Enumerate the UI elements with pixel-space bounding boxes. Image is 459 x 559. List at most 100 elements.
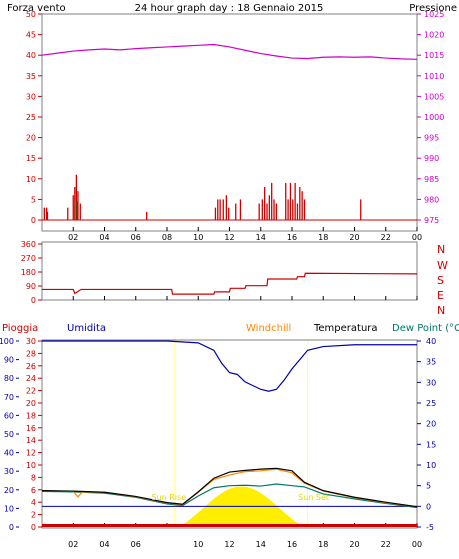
wind-tick-label: 45 (26, 31, 36, 40)
rain-label: Pioggia (2, 323, 38, 334)
compass-label: N (437, 243, 445, 256)
wind-tick-label: 10 (26, 175, 36, 184)
solar-area (42, 341, 417, 527)
pressure-tick-label: 980 (424, 195, 439, 204)
pressure-series (41, 43, 418, 60)
humidity-tick-label: 90 (4, 356, 14, 365)
x-tick-label: 16 (287, 540, 297, 549)
pressure-axis-title: Pressione (409, 3, 457, 14)
rain-tick-label: 8 (31, 473, 36, 482)
wind-tick-label: 0 (31, 216, 36, 225)
compass-label: W (437, 259, 448, 272)
wind-tick-label: 25 (26, 113, 36, 122)
rain-tick-label: 2 (31, 511, 36, 520)
humidity-tick-label: 20 (4, 486, 14, 495)
wind-tick-label: 35 (26, 72, 36, 81)
pressure-tick-label: 1005 (424, 92, 444, 101)
sunset-label: Sun Set (298, 493, 329, 502)
rain-tick-label: 14 (26, 436, 36, 445)
x-tick-label: 22 (381, 540, 391, 549)
x-tick-label: 04 (99, 233, 109, 242)
pressure-tick-label: 985 (424, 175, 439, 184)
x-tick-label: 00 (412, 233, 422, 242)
compass-labels: N W S E N (437, 243, 448, 317)
rain-tick-label: 18 (26, 411, 36, 420)
temp-tick-label: 30 (426, 378, 436, 387)
rain-tick-label: 28 (26, 349, 36, 358)
compass-label: N (437, 304, 445, 317)
x-tick-label: 12 (224, 540, 234, 549)
x-tick-label: 22 (381, 233, 391, 242)
x-tick-label: 20 (349, 233, 359, 242)
rain-tick-label: 26 (26, 362, 36, 371)
x-tick-label: 02 (68, 233, 78, 242)
wind-tick-label: 5 (31, 195, 36, 204)
windchill-label: Windchill (246, 323, 291, 334)
x-tick-label: 14 (256, 540, 266, 549)
pressure-tick-label: 1000 (424, 113, 444, 122)
wind-bars (42, 174, 417, 221)
compass-label: E (437, 289, 444, 302)
humidity-tick-label: 80 (4, 374, 14, 383)
temp-tick-label: 35 (426, 358, 436, 367)
direction-tick-label: 270 (21, 254, 36, 263)
pressure-line (41, 43, 418, 60)
direction-series (42, 272, 418, 295)
wind-tick-label: 20 (26, 134, 36, 143)
rain-tick-label: 0 (31, 523, 36, 532)
x-tick-label: 16 (287, 233, 297, 242)
temp-tick-label: 0 (426, 502, 431, 511)
wind-pressure-panel (41, 13, 418, 232)
humidity-label: Umidita (67, 323, 106, 334)
temp-tick-label: 10 (426, 461, 436, 470)
humidity-tick-label: 30 (4, 467, 14, 476)
pressure-tick-label: 1015 (424, 51, 444, 60)
temp-tick-label: 15 (426, 440, 436, 449)
pressure-tick-label: 995 (424, 134, 439, 143)
rain-baseline (42, 524, 417, 527)
pressure-tick-label: 1025 (424, 10, 444, 19)
direction-tick-label: 0 (31, 296, 36, 305)
rain-tick-label: 30 (26, 337, 36, 346)
x-tick-label: 10 (193, 540, 203, 549)
wind-axis-title: Forza vento (7, 3, 66, 14)
rain-tick-label: 20 (26, 399, 36, 408)
panel2-x-axis (72, 296, 418, 300)
x-tick-label: 00 (412, 540, 422, 549)
temp-series (41, 340, 418, 509)
rain-tick-label: 16 (26, 424, 36, 433)
pressure-tick-label: 975 (424, 216, 439, 225)
x-tick-label: 08 (162, 233, 172, 242)
x-tick-label: 06 (131, 233, 141, 242)
rain-tick-label: 24 (26, 374, 36, 383)
rain-tick-label: 22 (26, 387, 36, 396)
humidity-tick-label: 100 (0, 337, 14, 346)
pressure-y-axis: 975 980 985 990 995 1000 1005 1010 1015 1020 1025 (417, 10, 444, 225)
x-tick-label: 06 (131, 540, 141, 549)
direction-y-axis: 0 90 180 270 360 (21, 240, 42, 305)
temp-tick-label: -5 (426, 523, 434, 532)
x-tick-label: 18 (318, 540, 328, 549)
x-tick-label: 04 (99, 540, 109, 549)
x-tick-label: 12 (224, 233, 234, 242)
chart-title: 24 hour graph day : 18 Gennaio 2015 (135, 3, 324, 14)
wind-y-axis: 0 5 10 15 20 25 30 35 40 45 50 (26, 10, 42, 225)
sun-labels: Sun Rise Sun Set (151, 493, 329, 502)
rain-tick-label: 4 (31, 498, 36, 507)
humidity-tick-label: 60 (4, 411, 14, 420)
x-tick-label: 20 (349, 540, 359, 549)
wind-tick-label: 15 (26, 154, 36, 163)
x-tick-label: 02 (68, 540, 78, 549)
wind-tick-label: 40 (26, 51, 36, 60)
direction-tick-label: 90 (26, 282, 36, 291)
temp-tick-label: 40 (426, 337, 436, 346)
humidity-tick-label: 10 (4, 504, 14, 513)
x-tick-label: 14 (256, 233, 266, 242)
direction-tick-label: 360 (21, 240, 36, 249)
wind-tick-label: 30 (26, 92, 36, 101)
rain-tick-label: 10 (26, 461, 36, 470)
rain-tick-label: 12 (26, 449, 36, 458)
humidity-tick-label: 40 (4, 449, 14, 458)
